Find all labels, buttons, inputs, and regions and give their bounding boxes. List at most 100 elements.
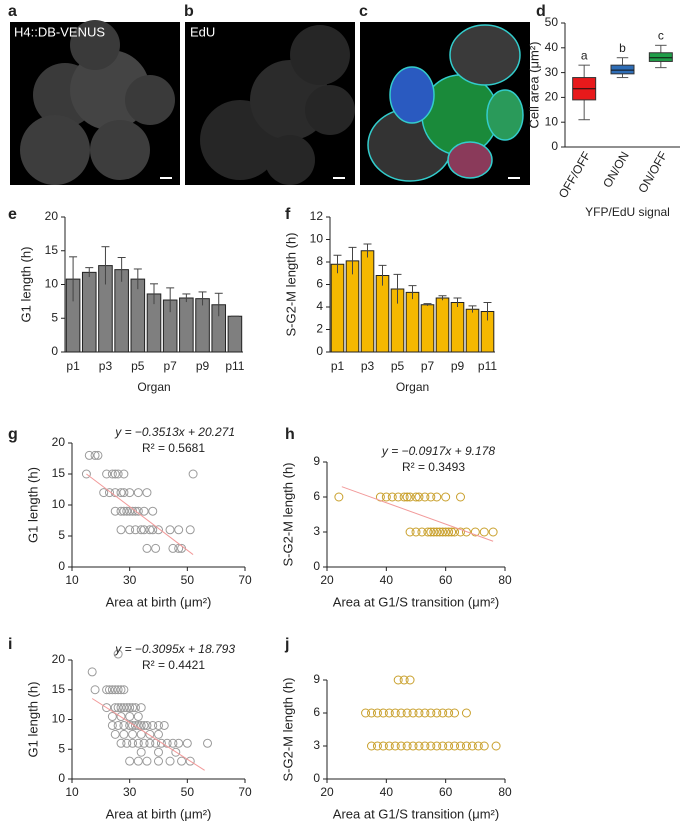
point [125,488,135,498]
panel-label: g [8,426,18,443]
point [119,720,129,730]
y-tick-label: 0 [313,559,320,573]
point [177,756,187,766]
point [378,708,388,718]
point [110,469,120,479]
bar [405,291,420,353]
y-tick-label: 2 [316,322,323,336]
y-axis-label: G1 length (h) [25,682,40,758]
point [188,469,198,479]
y-tick-label: 5 [51,310,58,324]
point [387,492,397,502]
y-axis-label: S-G2-M length (h) [280,462,295,566]
point [107,469,117,479]
point [417,527,427,537]
point [90,450,100,460]
point [408,741,418,751]
y-tick-label: 10 [52,497,66,511]
point [154,720,163,730]
point [99,488,109,498]
point [148,720,158,730]
y-tick-label: 15 [52,682,66,696]
point [426,708,436,718]
point [116,685,126,695]
y-tick-label: 6 [316,277,323,291]
x-tick-label: 70 [238,785,252,799]
x-tick-label: OFF/OFF [556,149,594,200]
point [405,527,415,537]
y-axis-label: S-G2-M length (h) [280,677,295,781]
x-tick-label: 20 [320,573,334,587]
point [361,708,371,718]
point [159,720,169,730]
point [168,738,178,748]
panel-label: e [8,206,17,223]
point [156,738,166,748]
point [107,712,117,722]
point [491,741,501,751]
panel-label: f [285,206,291,223]
point [139,720,149,730]
x-tick-label: p1 [66,359,80,373]
panel-label: d [536,3,546,20]
point [154,729,163,739]
x-tick-label: 50 [181,785,195,799]
point [334,492,344,502]
panel-label: a [8,3,17,20]
point [154,756,163,766]
point [148,525,158,535]
point [450,708,460,718]
point [411,527,421,537]
point [174,525,184,535]
point [87,667,97,677]
x-axis-label: Organ [396,380,429,394]
point [142,543,152,553]
bar [450,302,465,353]
panel-label: h [285,426,295,443]
image-label: H4::DB-VENUS [14,24,105,39]
y-tick-label: 8 [316,254,323,268]
point [367,741,376,751]
point [165,525,175,535]
point [396,708,406,718]
point [116,712,126,722]
point [372,741,382,751]
y-tick-label: 40 [545,40,559,54]
point [136,703,146,713]
bar [130,278,146,353]
point [145,525,155,535]
y-tick-label: 3 [313,738,320,752]
x-tick-label: 50 [181,573,195,587]
point [122,738,132,748]
point [426,492,436,502]
point [174,543,184,553]
point [102,685,112,695]
point [456,527,465,537]
y-tick-label: 50 [545,15,559,29]
point [438,527,448,537]
point [444,741,454,751]
x-tick-label: 60 [439,573,453,587]
y-tick-label: 20 [52,435,66,449]
point [438,708,448,718]
point [435,527,445,537]
r-squared: R² = 0.4421 [142,658,205,672]
y-tick-label: 20 [45,209,59,223]
panel-label: b [184,3,194,20]
microscopy-images: H4::DB-VENUS EdU [10,20,530,185]
point [154,525,163,535]
bar [375,275,390,353]
point [185,525,195,535]
point [461,527,471,537]
point [130,525,140,535]
fit-line [341,486,494,542]
point [367,708,376,718]
point [136,747,146,757]
point [119,488,129,498]
y-tick-label: 0 [316,344,323,358]
point [450,527,460,537]
point [119,506,129,516]
point [203,738,213,748]
point [432,741,442,751]
